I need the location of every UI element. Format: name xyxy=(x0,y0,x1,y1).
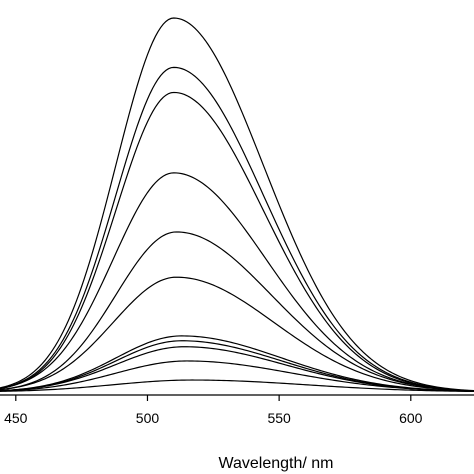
spectrum-curve-5 xyxy=(0,231,474,392)
x-axis-label: Wavelength/ nm xyxy=(218,455,333,472)
spectrum-curve-4 xyxy=(0,172,474,392)
spectrum-curve-6 xyxy=(0,276,474,392)
x-tick-label-500: 500 xyxy=(136,410,160,426)
spectrum-curve-11 xyxy=(0,379,474,393)
spectrum-curve-10 xyxy=(0,360,474,392)
spectrum-curve-2 xyxy=(0,66,474,392)
spectrum-curve-1 xyxy=(0,17,474,392)
x-tick-label-550: 550 xyxy=(267,410,291,426)
spectrum-curve-3 xyxy=(0,91,474,392)
x-tick-label-600: 600 xyxy=(399,410,423,426)
x-axis-ticks: 450 500 550 600 xyxy=(4,395,423,426)
spectra-curves xyxy=(0,17,474,393)
x-tick-label-450: 450 xyxy=(4,410,28,426)
